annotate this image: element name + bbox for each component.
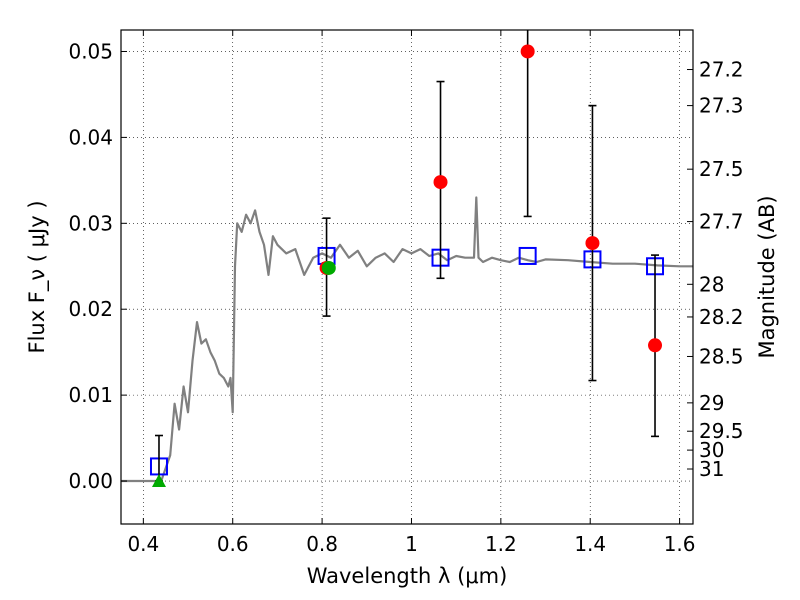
point-2-4 <box>648 338 663 353</box>
x-tick-label-0: 0.4 <box>127 532 159 556</box>
plot-frame <box>120 29 694 525</box>
y-tick-label-1: 0.01 <box>68 383 113 407</box>
right-tick-label-0: 27.2 <box>699 58 744 82</box>
x-axis-label: Wavelength λ (μm) <box>307 564 508 588</box>
y-axis-right-label: Magnitude (AB) <box>755 195 779 358</box>
x-tick-label-5: 1.4 <box>574 532 606 556</box>
x-tick-label-6: 1.6 <box>664 532 696 556</box>
y-axis-label: Flux F_ν ( μJy ) <box>25 200 50 353</box>
triangle-point-0 <box>151 474 166 488</box>
right-tick-label-3: 27.7 <box>699 210 744 234</box>
grid <box>121 30 693 524</box>
right-tick-label-1: 27.3 <box>699 94 744 118</box>
point-2-3 <box>585 236 600 251</box>
right-tick-label-6: 28.5 <box>699 344 744 368</box>
x-tick-label-3: 1 <box>405 532 418 556</box>
right-tick-label-7: 29 <box>699 391 724 415</box>
right-tick-label-8: 29.5 <box>699 419 744 443</box>
right-tick-label-9: 30 <box>699 438 724 462</box>
plot-background <box>121 30 693 524</box>
right-tick-label-2: 27.5 <box>699 157 744 181</box>
axis-ticks: 0.4 0.6 0.8 1 1.2 1.4 1.6 0.00 0.01 0.02 0.03 0.04 0… <box>68 30 744 556</box>
y-tick-label-2: 0.02 <box>68 297 113 321</box>
right-tick-label-4: 28 <box>699 272 724 296</box>
right-tick-label-10: 31 <box>699 457 724 481</box>
point-3-0 <box>321 260 336 275</box>
plot-area <box>121 30 693 488</box>
right-tick-label-5: 28.2 <box>699 305 744 329</box>
x-tick-label-4: 1.2 <box>485 532 517 556</box>
y-tick-label-5: 0.05 <box>68 39 113 63</box>
model-point-3 <box>518 246 537 265</box>
point-2-1 <box>433 175 448 190</box>
x-tick-label-2: 0.8 <box>306 532 338 556</box>
x-tick-label-1: 0.6 <box>217 532 249 556</box>
y-tick-label-4: 0.04 <box>68 125 113 149</box>
y-tick-label-0: 0.00 <box>68 469 113 493</box>
y-tick-label-3: 0.03 <box>68 211 113 235</box>
point-2-2 <box>520 44 535 59</box>
